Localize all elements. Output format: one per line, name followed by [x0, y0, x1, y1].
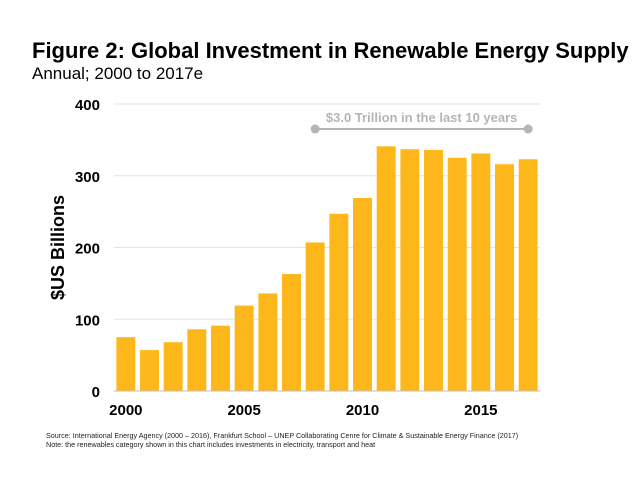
bar-2015	[471, 153, 491, 391]
y-tick-label: 200	[75, 241, 100, 258]
bar-2006	[258, 293, 278, 391]
y-tick-label: 100	[75, 312, 100, 329]
chart-subtitle: Annual; 2000 to 2017e	[32, 64, 204, 83]
x-tick-label: 2005	[227, 402, 260, 419]
annotation-end-marker	[523, 124, 533, 134]
annotation-start-marker	[310, 124, 320, 134]
bar-2014	[447, 157, 467, 391]
x-tick-label: 2000	[109, 402, 142, 419]
bar-2012	[400, 149, 420, 391]
bar-2000	[116, 337, 136, 391]
bar-2017	[518, 159, 538, 391]
y-axis-label: $US Billions	[48, 195, 68, 300]
y-tick-label: 0	[92, 384, 100, 401]
bar-2013	[424, 149, 443, 391]
x-tick-label: 2015	[464, 402, 497, 419]
bar-2007	[282, 274, 301, 391]
y-tick-label: 400	[75, 97, 100, 114]
bar-2009	[329, 213, 349, 391]
x-tick-label: 2010	[346, 402, 379, 419]
chart-title: Figure 2: Global Investment in Renewable…	[32, 38, 629, 63]
bar-2005	[234, 305, 254, 391]
bar-2001	[140, 350, 159, 391]
bar-2016	[495, 164, 514, 391]
chart-footnotes: Source: International Energy Agency (200…	[46, 431, 566, 449]
category-note: Note: the renewables category shown in t…	[46, 439, 376, 449]
annotation-label: $3.0 Trillion in the last 10 years	[326, 110, 517, 125]
bar-2008	[305, 242, 325, 391]
bar-2002	[163, 342, 183, 391]
bar-2011	[376, 146, 396, 391]
y-tick-label: 300	[75, 169, 100, 186]
bar-2003	[187, 329, 207, 391]
bar-2010	[353, 197, 372, 391]
bar-2004	[211, 325, 230, 391]
source-note: Source: International Energy Agency (200…	[46, 431, 519, 440]
